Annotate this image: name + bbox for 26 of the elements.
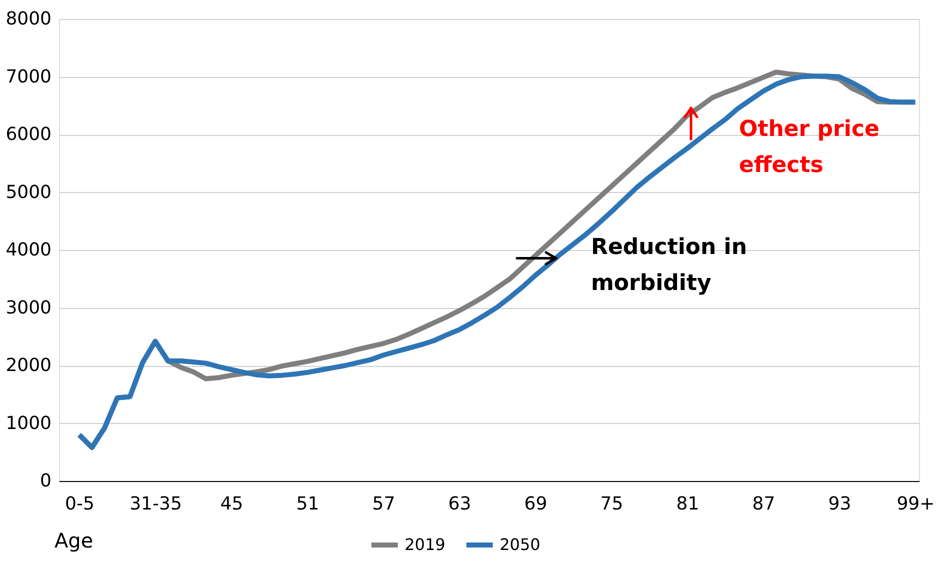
y-tick-label: 6000 [6,124,52,145]
y-tick-label: 7000 [6,66,52,88]
x-tick-label: 81 [676,494,700,514]
x-tick-label: 75 [600,494,624,514]
y-tick-label: 4000 [6,240,52,260]
x-axis-title: Age [54,528,94,552]
annotation: Reduction in morbidity [591,235,748,296]
y-tick-label: 8000 [6,8,52,30]
legend-label: 2050 [500,535,540,554]
legend-label: 2019 [404,535,446,554]
y-tick-label: 0 [40,470,52,492]
y-tick-label: 2000 [6,355,52,376]
x-tick-label: 51 [296,494,320,514]
x-tick-label: 93 [828,494,852,514]
x-tick-label: 63 [448,494,472,514]
y-tick-label: 5000 [6,182,52,203]
x-tick-label: 31-35 [130,494,182,514]
x-tick-label: 69 [524,494,548,514]
x-tick-label: 45 [220,494,244,514]
y-tick-label: 1000 [6,412,52,434]
x-tick-label: 57 [372,494,396,514]
x-tick-label: 0-5 [65,494,94,514]
x-tick-label: 99+ [896,494,935,514]
y-tick-label: 3000 [6,297,52,318]
x-tick-label: 87 [752,494,776,514]
annotation: Other price effects [739,117,880,178]
